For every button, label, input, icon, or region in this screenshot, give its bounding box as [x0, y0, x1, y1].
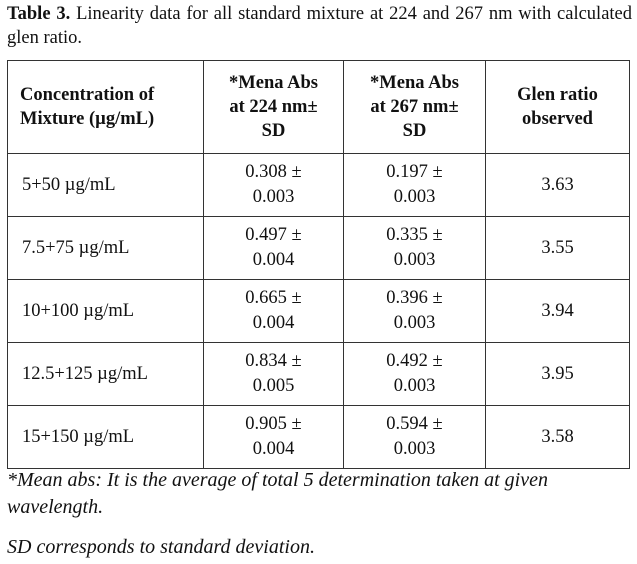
abs-224-cell: 0.834 ±0.005	[203, 342, 344, 406]
abs-224-cell: 0.308 ±0.003	[203, 153, 344, 217]
glen-ratio-cell: 3.63	[485, 153, 630, 217]
header-abs-267: *Mena Abs at 267 nm± SD	[343, 60, 486, 154]
header-concentration: Concentration of Mixture (µg/mL)	[7, 60, 204, 154]
glen-ratio-cell: 3.94	[485, 279, 630, 343]
abs-224-cell: 0.497 ±0.004	[203, 216, 344, 280]
table-caption-text: Linearity data for all standard mixture …	[7, 4, 633, 48]
abs-267-cell: 0.492 ±0.003	[343, 342, 486, 406]
abs-267-cell: 0.594 ±0.003	[343, 405, 486, 469]
glen-ratio-cell: 3.55	[485, 216, 630, 280]
abs-224-cell: 0.905 ±0.004	[203, 405, 344, 469]
table-row: 15+150 µg/mL 0.905 ±0.004 0.594 ±0.003 3…	[7, 405, 630, 469]
concentration-cell: 5+50 µg/mL	[7, 153, 204, 217]
glen-ratio-cell: 3.58	[485, 405, 630, 469]
footnote-sd: SD corresponds to standard deviation.	[7, 536, 315, 558]
concentration-cell: 12.5+125 µg/mL	[7, 342, 204, 406]
table-row: 10+100 µg/mL 0.665 ±0.004 0.396 ±0.003 3…	[7, 279, 630, 343]
abs-267-cell: 0.396 ±0.003	[343, 279, 486, 343]
concentration-cell: 7.5+75 µg/mL	[7, 216, 204, 280]
abs-267-cell: 0.335 ±0.003	[343, 216, 486, 280]
table-row: 12.5+125 µg/mL 0.834 ±0.005 0.492 ±0.003…	[7, 342, 630, 406]
header-glen-ratio: Glen ratio observed	[485, 60, 630, 154]
glen-ratio-cell: 3.95	[485, 342, 630, 406]
header-abs-224: *Mena Abs at 224 nm± SD	[203, 60, 344, 154]
linearity-table: Concentration of Mixture (µg/mL) *Mena A…	[7, 60, 630, 469]
table-row: 5+50 µg/mL 0.308 ±0.003 0.197 ±0.003 3.6…	[7, 153, 630, 217]
abs-267-cell: 0.197 ±0.003	[343, 153, 486, 217]
concentration-cell: 10+100 µg/mL	[7, 279, 204, 343]
table-label: Table 3.	[7, 4, 71, 24]
footnote-mean-abs: *Mean abs: It is the average of total 5 …	[7, 469, 548, 518]
header-row: Concentration of Mixture (µg/mL) *Mena A…	[7, 60, 630, 154]
abs-224-cell: 0.665 ±0.004	[203, 279, 344, 343]
table-row: 7.5+75 µg/mL 0.497 ±0.004 0.335 ±0.003 3…	[7, 216, 630, 280]
table-caption: Table 3. Linearity data for all standard…	[7, 2, 632, 50]
concentration-cell: 15+150 µg/mL	[7, 405, 204, 469]
